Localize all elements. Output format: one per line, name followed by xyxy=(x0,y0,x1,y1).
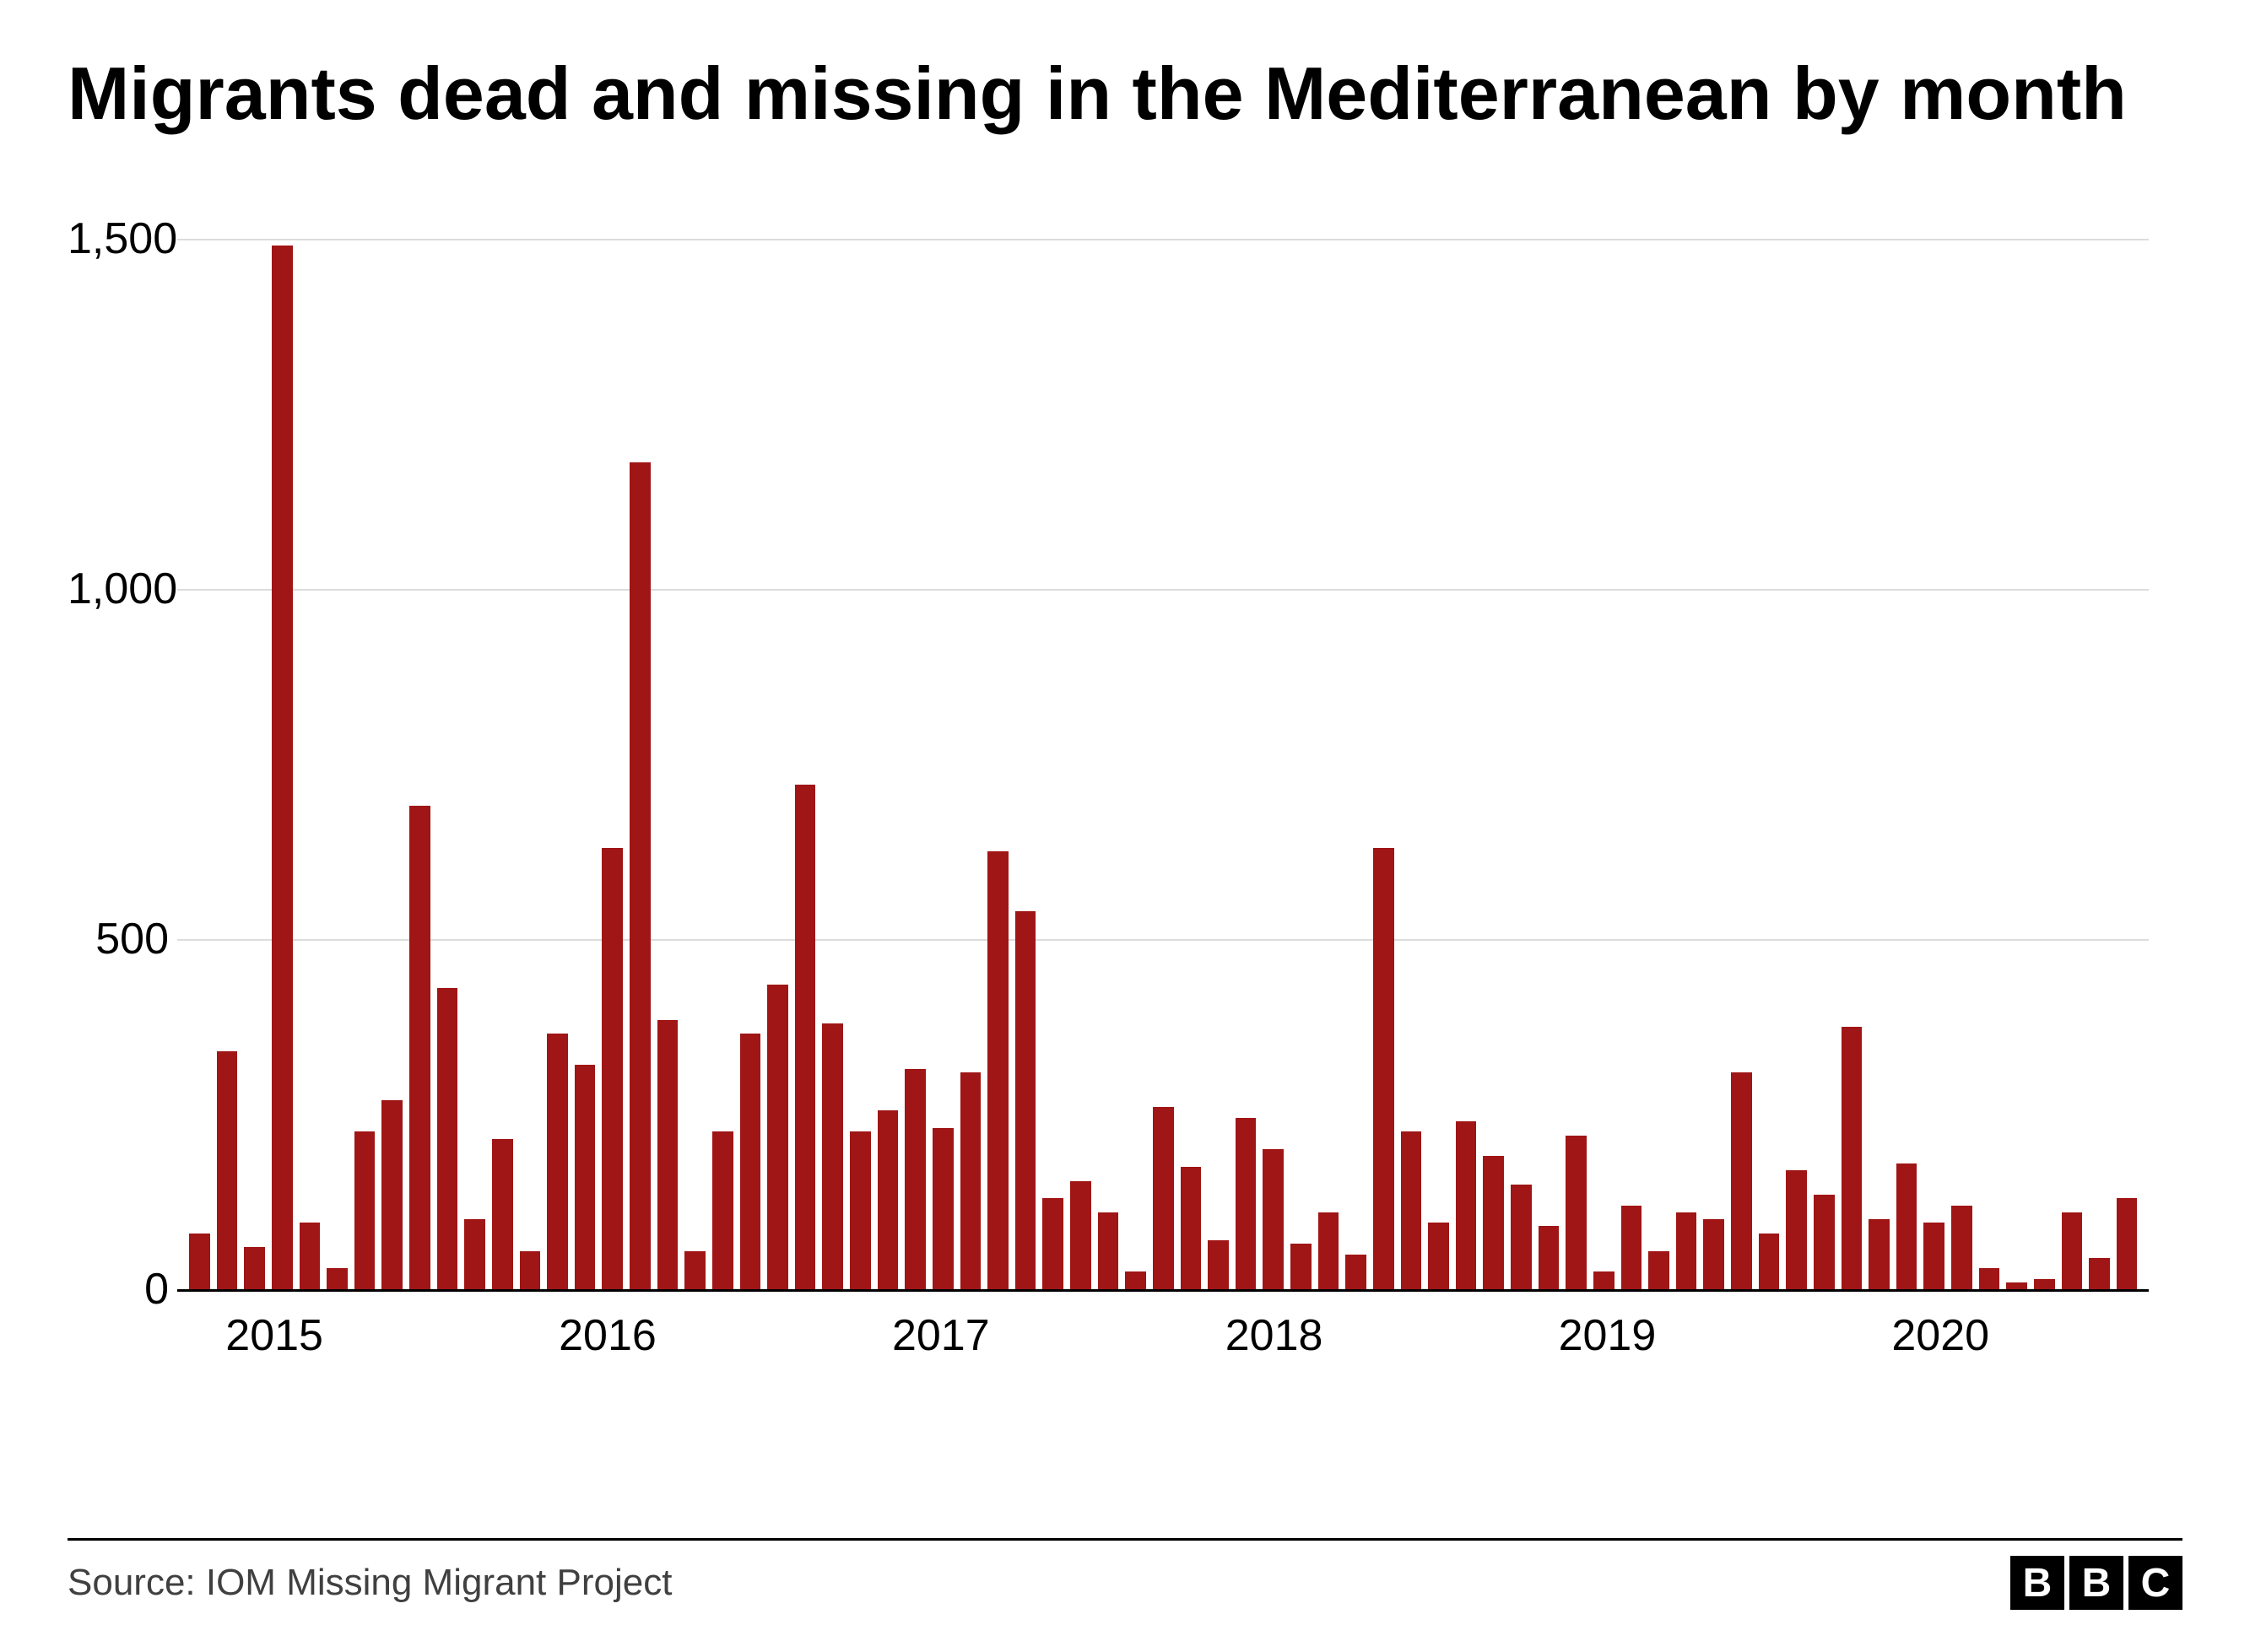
bar xyxy=(1401,1131,1422,1289)
x-axis: 2015 2016 2017 2018 2019 2020 xyxy=(177,1300,2149,1376)
bar xyxy=(1786,1170,1807,1289)
bar xyxy=(1703,1219,1724,1289)
bar xyxy=(1208,1240,1229,1289)
bar xyxy=(1070,1181,1091,1290)
bar xyxy=(1098,1212,1119,1289)
bar xyxy=(381,1100,403,1289)
bar xyxy=(878,1110,899,1289)
bar xyxy=(189,1234,210,1289)
bbc-logo-letter: B xyxy=(2069,1556,2123,1610)
bbc-logo-letter: C xyxy=(2128,1556,2182,1610)
bar xyxy=(905,1069,926,1290)
bar xyxy=(327,1268,348,1289)
bar xyxy=(1593,1271,1614,1289)
bar xyxy=(1181,1167,1202,1289)
bar xyxy=(1869,1219,1890,1289)
bar xyxy=(1483,1156,1504,1289)
bar xyxy=(1621,1206,1642,1290)
bar xyxy=(822,1023,843,1290)
bar xyxy=(2062,1212,2083,1289)
bar xyxy=(2034,1279,2055,1289)
bar xyxy=(1979,1268,2000,1289)
bar xyxy=(960,1072,982,1289)
bar xyxy=(657,1020,679,1290)
bar xyxy=(795,785,816,1289)
bar xyxy=(409,806,430,1289)
bbc-logo: BBC xyxy=(2010,1556,2182,1610)
bar xyxy=(1539,1226,1560,1289)
bar xyxy=(1153,1107,1174,1289)
bar xyxy=(767,985,788,1289)
bar xyxy=(217,1051,238,1289)
bar xyxy=(1042,1198,1063,1289)
bar xyxy=(1456,1121,1477,1289)
y-axis: 05001,0001,500 xyxy=(68,203,169,1289)
chart-area: 05001,0001,500 2015 2016 2017 2018 2019 2020 xyxy=(177,203,2149,1376)
bar xyxy=(1923,1223,1944,1289)
bar xyxy=(575,1065,596,1289)
bar xyxy=(1676,1212,1697,1289)
plot-area: 05001,0001,500 xyxy=(177,203,2149,1292)
bar xyxy=(1951,1206,1972,1290)
x-tick-label: 2018 xyxy=(1225,1310,1323,1361)
bar xyxy=(437,988,458,1289)
bar xyxy=(244,1247,265,1289)
x-tick-label: 2016 xyxy=(559,1310,657,1361)
x-tick-label: 2017 xyxy=(892,1310,990,1361)
bar xyxy=(1814,1195,1835,1289)
bar xyxy=(1648,1251,1669,1290)
y-tick-label: 1,000 xyxy=(68,564,169,614)
bar xyxy=(2117,1198,2138,1289)
bar xyxy=(1373,848,1394,1289)
bar xyxy=(1842,1027,1863,1289)
bars-container xyxy=(177,203,2149,1289)
bar xyxy=(354,1131,376,1289)
x-tick-label: 2020 xyxy=(1891,1310,1989,1361)
bar xyxy=(547,1034,568,1289)
bar xyxy=(987,851,1009,1289)
bar xyxy=(1345,1255,1366,1290)
y-tick-label: 500 xyxy=(68,914,169,964)
bbc-logo-letter: B xyxy=(2010,1556,2064,1610)
bar xyxy=(684,1251,706,1290)
bar xyxy=(492,1139,513,1290)
bar xyxy=(1318,1212,1339,1289)
bar xyxy=(1290,1244,1312,1289)
bar xyxy=(602,848,623,1289)
bar xyxy=(1896,1163,1917,1289)
bar xyxy=(2089,1258,2110,1289)
bar xyxy=(1566,1136,1587,1290)
bar xyxy=(1236,1118,1257,1289)
bar xyxy=(850,1131,871,1289)
bar xyxy=(712,1131,733,1289)
bar xyxy=(1125,1271,1146,1289)
chart-title: Migrants dead and missing in the Mediter… xyxy=(68,51,2182,136)
x-tick-label: 2015 xyxy=(225,1310,323,1361)
bar xyxy=(464,1219,485,1289)
y-tick-label: 1,500 xyxy=(68,213,169,264)
bar xyxy=(1511,1185,1532,1290)
bar xyxy=(630,462,651,1289)
bar xyxy=(933,1128,954,1289)
bar xyxy=(300,1223,321,1289)
footer: Source: IOM Missing Migrant Project BBC xyxy=(68,1538,2182,1610)
bar xyxy=(520,1251,541,1290)
bar xyxy=(740,1034,761,1289)
bar xyxy=(1015,911,1036,1289)
bar xyxy=(1731,1072,1752,1289)
y-tick-label: 0 xyxy=(68,1264,169,1315)
bar xyxy=(1428,1223,1449,1289)
x-tick-label: 2019 xyxy=(1559,1310,1657,1361)
bar xyxy=(1263,1149,1284,1289)
bar xyxy=(2006,1282,2027,1289)
source-text: Source: IOM Missing Migrant Project xyxy=(68,1562,672,1604)
bar xyxy=(1759,1234,1780,1289)
bar xyxy=(272,246,293,1289)
